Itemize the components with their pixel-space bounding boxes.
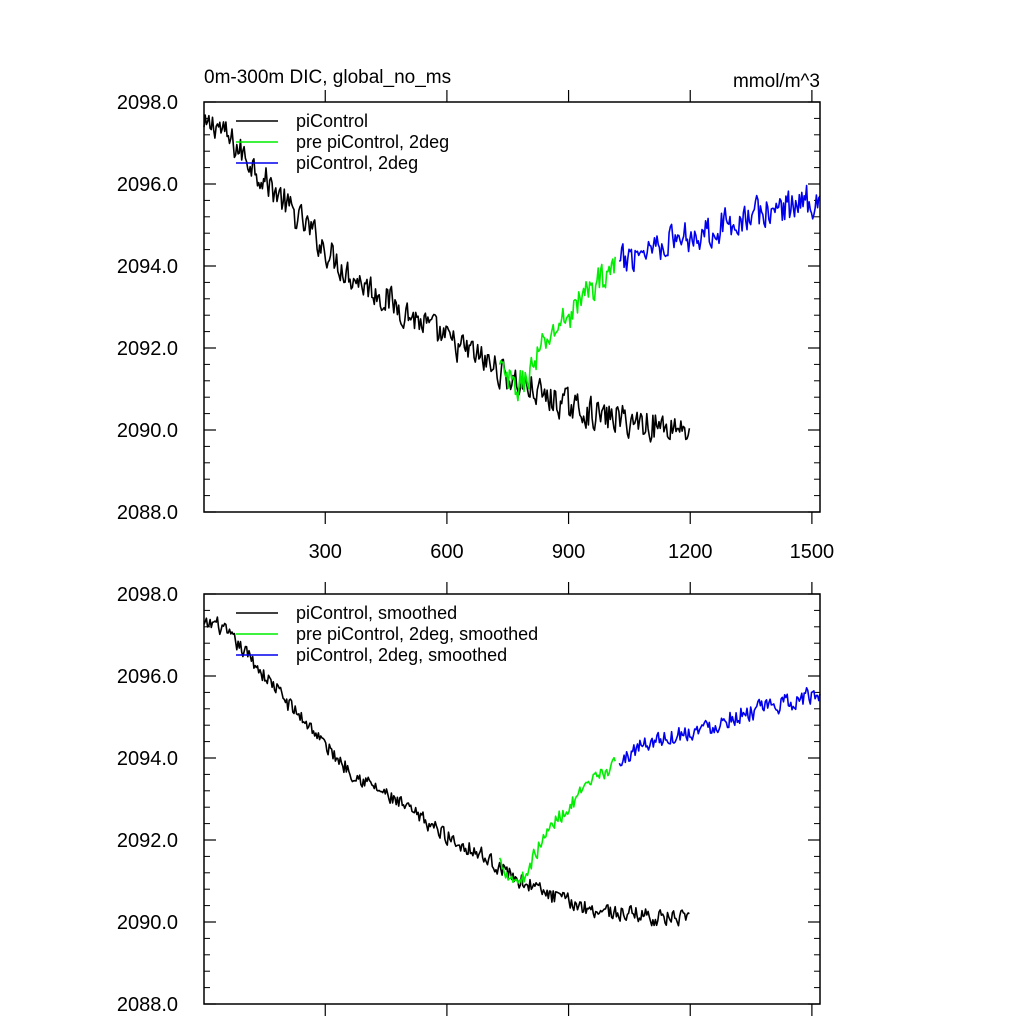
legend-label: piControl, 2deg, smoothed: [296, 645, 507, 665]
bottom-y-tick-labels: 2088.0 2090.0 2092.0 2094.0 2096.0 2098.0: [117, 584, 178, 1016]
series-line-pre-picontrol-2deg: [498, 256, 616, 402]
series-line-picontrol: [203, 616, 690, 927]
y-tick-label: 2094.0: [117, 256, 178, 278]
x-tick-label: 1500: [790, 541, 835, 563]
y-tick-label: 2090.0: [117, 420, 178, 442]
legend-label: pre piControl, 2deg, smoothed: [296, 624, 538, 644]
x-tick-label: 600: [430, 541, 463, 563]
bottom-chart-panel: 2088.0 2090.0 2092.0 2094.0 2096.0 2098.0 piC…: [117, 582, 821, 1016]
y-tick-label: 2090.0: [117, 912, 178, 934]
chart-title: 0m-300m DIC, global_no_ms: [204, 67, 451, 88]
bottom-plot-frame: [203, 593, 821, 1005]
y-tick-label: 2094.0: [117, 748, 178, 770]
x-tick-label: 1200: [668, 541, 713, 563]
y-tick-label: 2096.0: [117, 666, 178, 688]
y-tick-label: 2098.0: [117, 584, 178, 606]
x-tick-label: 300: [309, 541, 342, 563]
y-tick-label: 2092.0: [117, 830, 178, 852]
x-tick-label: 900: [552, 541, 585, 563]
y-tick-label: 2088.0: [117, 502, 178, 524]
series-line-picontrol-2deg: [618, 686, 821, 767]
top-chart-panel: 0m-300m DIC, global_no_ms mmol/m^3 2088.…: [117, 67, 834, 563]
y-tick-label: 2096.0: [117, 174, 178, 196]
legend-label: piControl, smoothed: [296, 603, 457, 623]
legend-label: piControl: [296, 111, 368, 131]
bottom-axis-ticks: [204, 582, 820, 1016]
legend-label: pre piControl, 2deg: [296, 132, 449, 152]
top-x-tick-labels: 300 600 900 1200 1500: [309, 541, 835, 563]
y-tick-label: 2092.0: [117, 338, 178, 360]
series-line-picontrol: [203, 114, 691, 443]
legend-label: piControl, 2deg: [296, 153, 418, 173]
y-tick-label: 2098.0: [117, 92, 178, 114]
series-line-pre-picontrol-2deg: [498, 756, 616, 884]
top-series-group: [203, 114, 821, 443]
y-tick-label: 2088.0: [117, 994, 178, 1016]
bottom-series-group: [203, 616, 821, 927]
top-plot-frame: [203, 101, 821, 513]
series-line-picontrol-2deg: [618, 184, 821, 273]
top-y-tick-labels: 2088.0 2090.0 2092.0 2094.0 2096.0 2098.0: [117, 92, 178, 524]
chart-units: mmol/m^3: [733, 71, 820, 92]
